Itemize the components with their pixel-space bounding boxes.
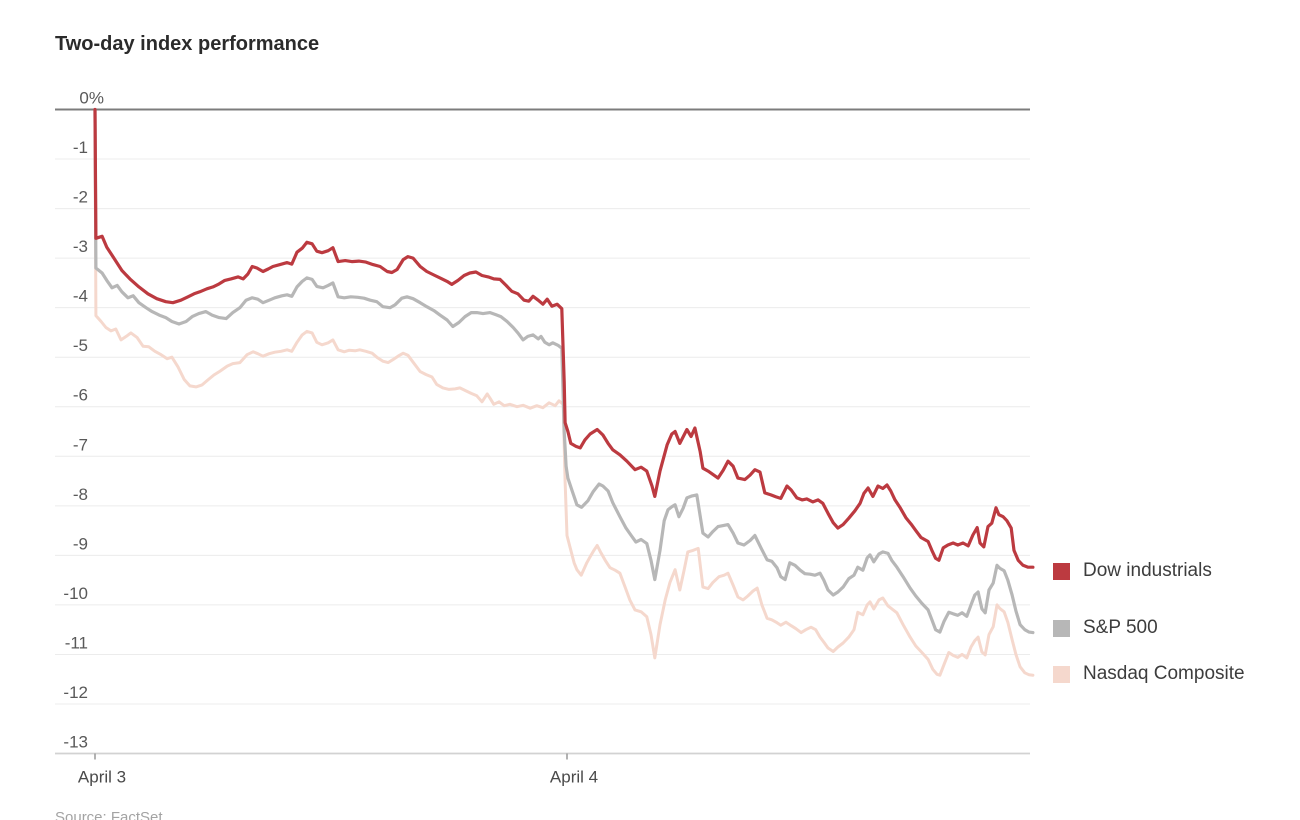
y-axis-tick-label: 0% [79, 89, 104, 108]
line-s-p-500 [93, 107, 1035, 635]
legend-label: Dow industrials [1083, 560, 1212, 581]
y-axis-tick-label: -11 [65, 633, 88, 652]
y-axis-tick-label: -3 [73, 237, 88, 256]
x-axis-tick-label: April 3 [78, 768, 126, 787]
y-axis-tick-label: -4 [73, 287, 88, 306]
y-axis-tick-label: -6 [73, 386, 88, 405]
x-axis-tick-label: April 4 [550, 768, 598, 787]
y-axis-tick-label: -7 [73, 435, 88, 454]
y-axis-tick-label: -12 [63, 683, 88, 702]
legend-label: Nasdaq Composite [1083, 663, 1245, 684]
legend-item-nasdaq-composite: Nasdaq Composite [1053, 663, 1245, 685]
legend-label: S&P 500 [1083, 617, 1158, 638]
legend-item-sp500: S&P 500 [1053, 617, 1158, 639]
dow-industrials-swatch-icon [1053, 562, 1070, 580]
y-axis-tick-label: -5 [73, 336, 88, 355]
line-nasdaq-composite [93, 108, 1035, 677]
source-note: Source: FactSet [55, 809, 163, 820]
line-dow-industrials [93, 107, 1035, 569]
y-axis-tick-label: -2 [73, 188, 88, 207]
y-axis-tick-label: -9 [73, 534, 88, 553]
y-axis-tick-label: -8 [73, 485, 88, 504]
sp500-swatch-icon [1053, 619, 1070, 637]
series-lines [93, 107, 1035, 677]
y-axis-tick-label: -1 [73, 138, 88, 157]
y-axis-tick-label: -10 [63, 584, 88, 603]
gridlines [55, 108, 1030, 760]
legend-item-dow-industrials: Dow industrials [1053, 560, 1212, 582]
axis-labels: 0% -1 -2 -3 -4 -5 -6 -7 -8 -9 -10 -11 -12 -13 April 3 A… [63, 89, 598, 787]
nasdaq-composite-swatch-icon [1053, 665, 1070, 683]
chart-title: Two-day index performance [55, 33, 320, 55]
y-axis-tick-label: -13 [63, 733, 88, 752]
